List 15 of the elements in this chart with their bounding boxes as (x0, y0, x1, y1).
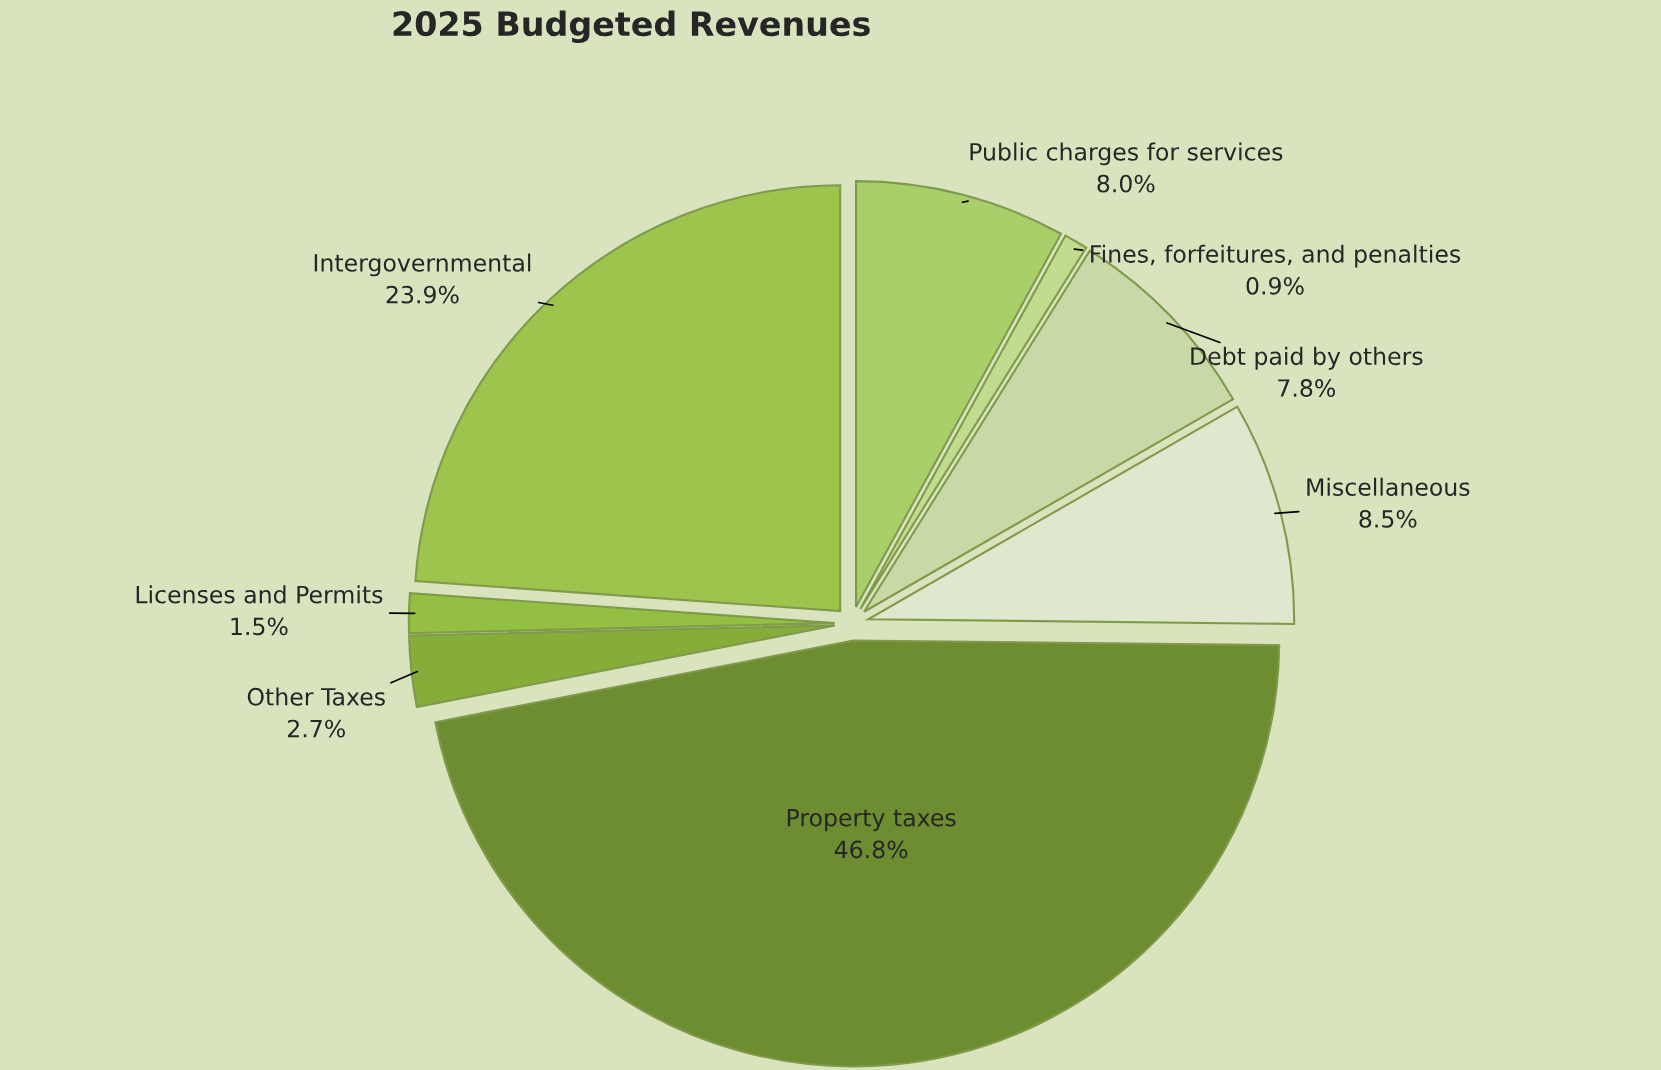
data-label: 7.8% (1278, 379, 1335, 397)
chart-title: 2025 Budgeted Revenues (393, 10, 870, 44)
data-label: 8.0% (1097, 174, 1155, 193)
data-label: 1.5% (231, 617, 288, 636)
data-label: 2.7% (287, 719, 345, 738)
data-label: 8.5% (1359, 509, 1417, 528)
data-label: 23.9% (386, 285, 459, 304)
slice-label: Property taxes (787, 809, 956, 832)
slice-label: Other Taxes (247, 687, 385, 706)
data-label: 46.8% (834, 840, 908, 859)
slice-label: Licenses and Permits (136, 585, 383, 604)
data-label: 0.9% (1246, 276, 1304, 295)
slice-label: Miscellaneous (1307, 477, 1470, 496)
slice-label: Public charges for services (970, 142, 1283, 166)
slice-label: Intergovernmental (314, 253, 531, 277)
